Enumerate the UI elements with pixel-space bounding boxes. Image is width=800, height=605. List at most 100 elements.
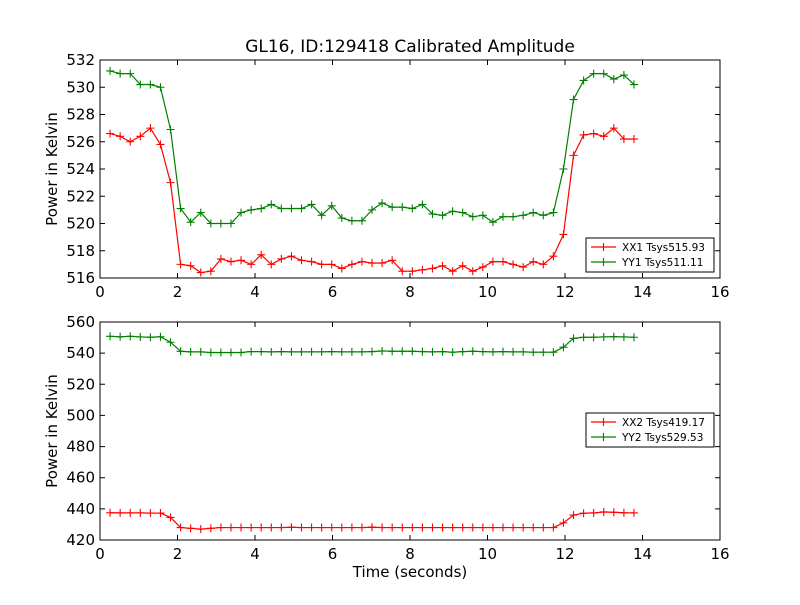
data-point bbox=[398, 523, 407, 532]
data-point bbox=[116, 332, 125, 341]
legend-box bbox=[585, 412, 715, 448]
data-point bbox=[166, 125, 175, 134]
data-point bbox=[549, 523, 558, 532]
data-point bbox=[438, 211, 447, 220]
data-point bbox=[509, 347, 518, 356]
subplot-2: 0 2 4 6 8 10 12 14 16 420 440 460 480 500 520 540 560 Pow… bbox=[43, 313, 730, 581]
data-point bbox=[106, 508, 115, 517]
data-point bbox=[599, 132, 608, 141]
data-point bbox=[327, 260, 336, 269]
data-point bbox=[529, 208, 538, 217]
data-point bbox=[378, 199, 387, 208]
x-tick-label: 16 bbox=[710, 545, 729, 563]
legend-marker bbox=[599, 433, 608, 441]
data-point bbox=[368, 523, 377, 532]
data-point bbox=[418, 523, 427, 532]
data-point bbox=[499, 523, 507, 532]
data-point bbox=[609, 124, 618, 133]
legend-box bbox=[585, 237, 715, 273]
data-point bbox=[549, 348, 558, 357]
data-point bbox=[478, 523, 487, 532]
data-point bbox=[257, 347, 266, 356]
legend-marker bbox=[599, 418, 608, 426]
data-point bbox=[226, 523, 235, 532]
data-point bbox=[438, 523, 447, 532]
data-point bbox=[629, 80, 638, 89]
data-point bbox=[357, 257, 366, 266]
x-tick-label: 10 bbox=[478, 545, 497, 563]
data-point bbox=[619, 70, 628, 79]
subplot-1: 0 2 4 6 8 10 12 14 16 516 518 520 522 524 526 528 530 532… bbox=[43, 51, 730, 301]
data-point bbox=[488, 257, 497, 266]
data-point bbox=[156, 332, 165, 341]
data-point bbox=[539, 348, 548, 357]
y-tick-label: 528 bbox=[66, 106, 95, 124]
data-point bbox=[609, 75, 618, 84]
data-point bbox=[448, 523, 457, 532]
data-point bbox=[146, 80, 155, 89]
data-point bbox=[287, 347, 296, 356]
y-tick-label: 440 bbox=[66, 500, 95, 518]
data-point bbox=[418, 200, 427, 209]
data-point bbox=[488, 347, 497, 356]
data-point bbox=[579, 333, 588, 342]
data-point bbox=[458, 208, 467, 217]
data-point bbox=[237, 523, 246, 532]
data-point bbox=[307, 200, 316, 209]
y-tick-label: 460 bbox=[66, 469, 95, 487]
data-point bbox=[237, 348, 246, 357]
data-point bbox=[599, 332, 608, 341]
y-tick-label: 516 bbox=[66, 269, 95, 287]
data-point bbox=[176, 523, 185, 532]
x-tick-label: 10 bbox=[478, 283, 497, 301]
data-point bbox=[307, 523, 316, 532]
series-2 bbox=[106, 332, 638, 357]
data-point bbox=[408, 204, 417, 213]
data-point bbox=[629, 508, 638, 517]
data-point bbox=[408, 523, 417, 532]
x-tick-label: 0 bbox=[95, 545, 105, 563]
data-point bbox=[277, 523, 286, 532]
data-point bbox=[106, 66, 115, 75]
x-tick-label: 6 bbox=[328, 283, 338, 301]
data-point bbox=[287, 252, 296, 261]
x-tick-label: 8 bbox=[405, 545, 415, 563]
data-point bbox=[106, 129, 115, 138]
data-point bbox=[347, 347, 356, 356]
legend-label: YY1 Tsys511.11 bbox=[621, 257, 703, 269]
data-point bbox=[408, 267, 417, 276]
data-point bbox=[337, 523, 346, 532]
data-point bbox=[347, 216, 356, 225]
data-point bbox=[327, 347, 336, 356]
legend-label: YY2 Tsys529.53 bbox=[621, 432, 703, 444]
data-point bbox=[448, 348, 457, 357]
data-point bbox=[579, 130, 588, 139]
legend-item: YY1 Tsys511.11 bbox=[591, 257, 703, 269]
data-point bbox=[529, 523, 538, 532]
data-point bbox=[206, 524, 215, 533]
data-point bbox=[297, 256, 306, 265]
data-point bbox=[488, 523, 497, 532]
data-point bbox=[579, 76, 588, 85]
data-point bbox=[398, 347, 407, 356]
data-point bbox=[428, 264, 437, 273]
x-tick-label: 14 bbox=[633, 545, 652, 563]
data-point bbox=[216, 348, 225, 357]
x-tick-label: 0 bbox=[95, 283, 105, 301]
x-tick-label: 4 bbox=[250, 545, 260, 563]
data-point bbox=[519, 211, 528, 220]
x-tick-label: 12 bbox=[555, 545, 574, 563]
data-point bbox=[216, 219, 225, 228]
data-point bbox=[539, 211, 548, 220]
data-point bbox=[317, 523, 326, 532]
data-point bbox=[569, 334, 578, 343]
data-point bbox=[146, 509, 155, 518]
data-point bbox=[196, 525, 205, 534]
data-point bbox=[368, 205, 377, 214]
data-point bbox=[136, 80, 145, 89]
data-point bbox=[257, 250, 266, 259]
x-tick-label: 2 bbox=[173, 283, 183, 301]
data-point bbox=[136, 332, 145, 341]
data-point bbox=[599, 69, 608, 78]
data-point bbox=[206, 267, 215, 276]
